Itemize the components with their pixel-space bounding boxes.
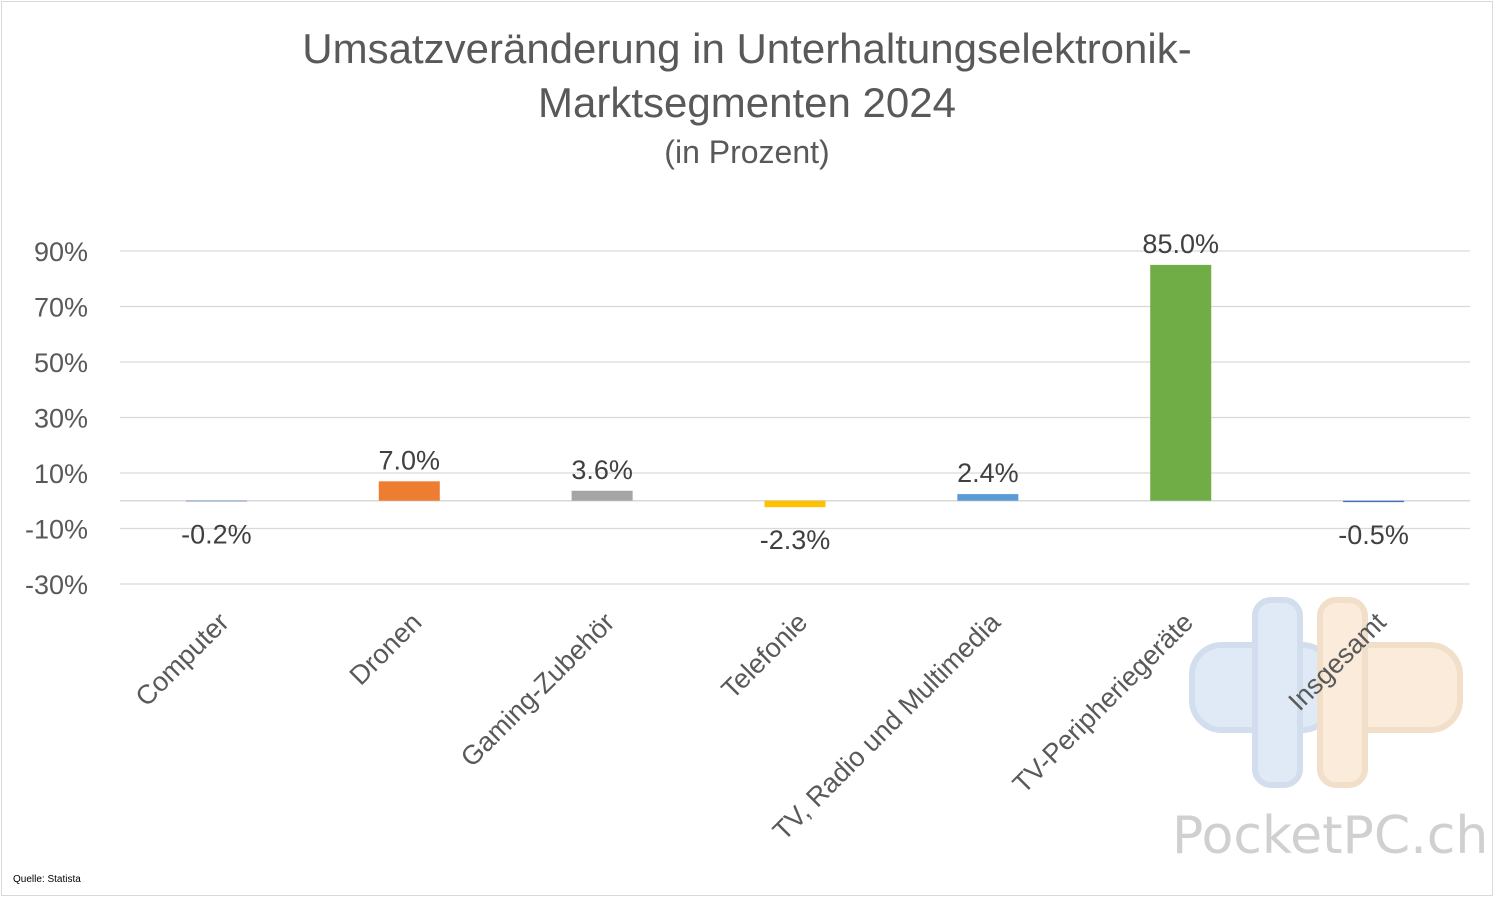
y-tick-label: 90%: [34, 237, 88, 267]
bar: [1150, 264, 1212, 501]
category-label: TV, Radio und Multimedia: [767, 606, 1007, 846]
data-label: -0.2%: [181, 519, 252, 549]
data-label: 85.0%: [1142, 229, 1219, 259]
bar: [185, 500, 247, 502]
source-note: Quelle: Statista: [13, 874, 81, 885]
y-tick-label: 70%: [34, 293, 88, 323]
chart-title-line-2: Marktsegmenten 2024: [538, 79, 956, 126]
gridlines: [120, 250, 1470, 585]
data-label: -0.5%: [1338, 520, 1409, 550]
category-label: Dronen: [344, 607, 428, 691]
bar: [957, 494, 1019, 501]
bar: [378, 481, 440, 501]
category-label: Gaming-Zubehör: [455, 607, 621, 773]
y-axis: 90% 70% 50% 30% 10% -10% -30%: [25, 237, 88, 600]
y-tick-label: -10%: [25, 515, 88, 545]
y-tick-label: -30%: [25, 570, 88, 600]
chart-title-line-1: Umsatzveränderung in Unterhaltungselektr…: [302, 25, 1192, 72]
y-tick-label: 50%: [34, 348, 88, 378]
category-label: Telefonie: [716, 607, 814, 705]
data-labels: -0.2% 7.0% 3.6% -2.3% 2.4% 85.0% -0.5%: [181, 229, 1409, 555]
watermark-text: PocketPC.ch: [1172, 806, 1489, 866]
bars: [185, 264, 1405, 508]
bar: [571, 490, 633, 501]
pocketpc-logo-watermark: [1189, 597, 1463, 788]
category-label: TV-Peripheriegeräte: [1007, 607, 1199, 799]
chart-subtitle: (in Prozent): [664, 134, 830, 170]
data-label: 7.0%: [379, 445, 441, 475]
data-label: 3.6%: [571, 455, 633, 485]
data-label: -2.3%: [760, 525, 831, 555]
y-tick-label: 30%: [34, 404, 88, 434]
category-labels: Computer Dronen Gaming-Zubehör TelefonieTV,…: [130, 606, 1393, 846]
bar: [764, 500, 826, 508]
data-label: 2.4%: [957, 458, 1019, 488]
bar: [1343, 500, 1405, 503]
category-label: Insgesamt: [1283, 607, 1393, 717]
category-label: Computer: [130, 607, 235, 712]
y-tick-label: 10%: [34, 459, 88, 489]
chart-title-block: Umsatzveränderung in Unterhaltungselektr…: [0, 22, 1494, 174]
